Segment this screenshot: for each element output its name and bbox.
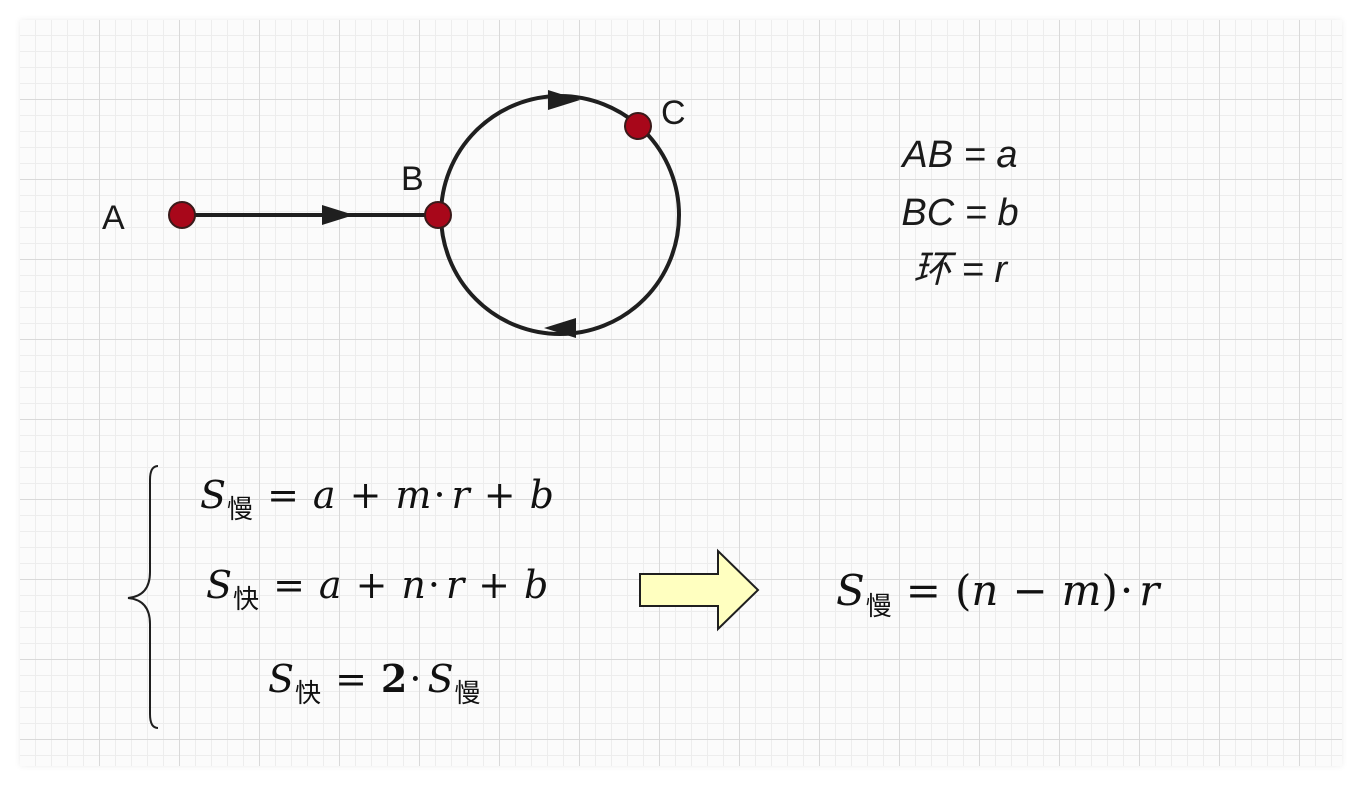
eq3-lhs: S — [268, 657, 295, 701]
equation-slow: S慢 = a + m· r + b — [200, 473, 554, 523]
node-b — [424, 201, 452, 229]
eq1-plus: + — [349, 473, 382, 517]
eq1-plus2: + — [483, 473, 516, 517]
label-a: A — [102, 199, 125, 237]
diagram-svg: A B C AB = a BC = b 环 = r — [102, 90, 1019, 729]
result-r: r — [1139, 566, 1160, 615]
eq2-n: n — [401, 563, 426, 607]
definition-ab: AB = a — [900, 134, 1017, 176]
eq1-a: a — [312, 473, 336, 517]
result-open-paren: ( — [955, 566, 972, 615]
label-b: B — [401, 160, 424, 198]
eq2-equals: = — [273, 563, 305, 607]
definition-loop: 环 = r — [913, 249, 1008, 291]
eq2-b: b — [524, 563, 549, 607]
eq2-dot: · — [427, 563, 440, 607]
definition-bc: BC = b — [901, 192, 1018, 234]
result-equals: = — [905, 566, 941, 615]
curly-brace — [127, 465, 159, 729]
result-dot: · — [1119, 566, 1134, 615]
eq3-rhs: S — [427, 657, 454, 701]
equation-result: S慢 = (n − m)· r — [836, 570, 1159, 621]
equation-fast: S快 = a + n· r + b — [206, 563, 549, 613]
eq2-lhs-sub: 快 — [233, 585, 260, 615]
eq2-plus2: + — [478, 563, 510, 607]
node-a — [168, 201, 196, 229]
eq2-r: r — [445, 563, 465, 607]
eq2-plus: + — [355, 563, 388, 607]
implies-arrow-icon — [639, 548, 760, 632]
equation-relation: S快 = 2· S慢 — [268, 657, 481, 708]
label-c: C — [661, 94, 686, 132]
result-m: m — [1061, 566, 1102, 615]
arrow-ab-icon — [322, 205, 354, 225]
eq1-b: b — [529, 473, 554, 517]
result-lhs-sub: 慢 — [865, 592, 892, 622]
eq3-coef: 2 — [380, 656, 408, 701]
result-n: n — [971, 566, 999, 615]
eq3-lhs-sub: 快 — [295, 679, 322, 709]
result-close-paren: ) — [1101, 566, 1118, 615]
eq1-equals: = — [267, 473, 299, 517]
result-lhs: S — [836, 566, 865, 615]
result-minus: − — [1012, 566, 1048, 615]
arrow-loop-top-icon — [548, 90, 580, 110]
eq1-m: m — [395, 473, 432, 517]
eq2-a: a — [318, 563, 342, 607]
eq3-rhs-sub: 慢 — [454, 679, 481, 709]
eq2-lhs: S — [206, 563, 233, 607]
grid-canvas: A B C AB = a BC = b 环 = r S慢 = a + m· r + b S快 =… — [20, 20, 1342, 766]
node-c — [624, 112, 652, 140]
eq1-dot: · — [433, 473, 446, 517]
arrow-loop-bottom-icon — [544, 318, 576, 338]
eq3-equals: = — [335, 657, 367, 701]
eq1-lhs: S — [200, 473, 227, 517]
eq1-r: r — [451, 473, 470, 517]
eq3-dot: · — [409, 657, 422, 701]
eq1-lhs-sub: 慢 — [227, 495, 254, 525]
